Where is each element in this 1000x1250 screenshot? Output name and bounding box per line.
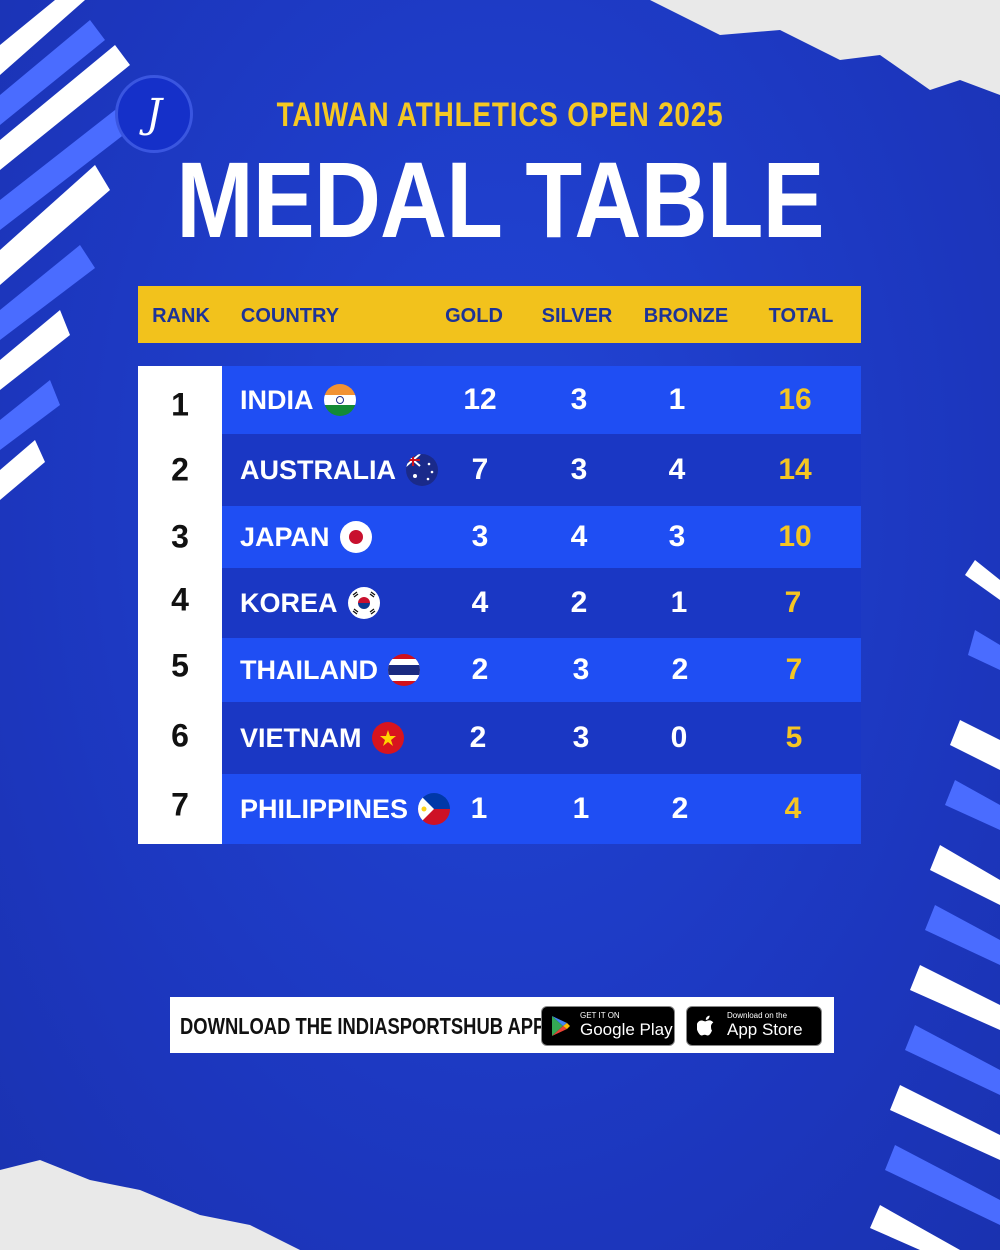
total-cell: 14	[778, 453, 812, 486]
country-cell: INDIA	[240, 384, 356, 416]
silver-cell: 3	[572, 721, 590, 754]
korea-flag-icon	[347, 587, 380, 619]
table-row	[222, 506, 861, 568]
rank-cell: 2	[171, 451, 189, 488]
column-header-rank: RANK	[152, 305, 210, 327]
country-cell: THAILAND	[240, 654, 420, 686]
australia-flag-icon	[406, 454, 438, 486]
gold-cell: 3	[471, 520, 489, 553]
silver-cell: 3	[572, 653, 590, 686]
total-cell: 16	[778, 383, 812, 416]
country-name: PHILIPPINES	[240, 793, 409, 824]
app-store-button[interactable]: Download on the App Store	[686, 1006, 822, 1046]
table-row	[222, 568, 861, 638]
country-cell: KOREA	[240, 587, 380, 619]
bronze-cell: 0	[670, 721, 688, 754]
country-cell: VIETNAM	[240, 722, 404, 754]
bronze-cell: 2	[671, 653, 689, 686]
india-flag-icon	[323, 384, 356, 416]
country-name: THAILAND	[240, 654, 378, 685]
country-name: INDIA	[240, 384, 314, 415]
rank-cell: 1	[171, 386, 189, 423]
country-name: KOREA	[240, 587, 338, 618]
silver-cell: 4	[570, 520, 588, 553]
vietnam-flag-icon	[371, 722, 404, 754]
table-row	[222, 638, 861, 702]
rank-cell: 5	[171, 647, 189, 684]
download-banner: DOWNLOAD THE INDIASPORTSHUB APP GET IT O…	[170, 997, 834, 1053]
google-play-icon	[552, 1016, 570, 1036]
bronze-cell: 2	[671, 792, 689, 825]
logo-letter: J	[145, 91, 163, 137]
column-header-silver: SILVER	[541, 305, 613, 327]
app-store-big-text: App Store	[727, 1020, 803, 1039]
bronze-cell: 1	[668, 383, 686, 416]
country-cell: AUSTRALIA	[240, 454, 438, 486]
country-name: AUSTRALIA	[240, 454, 396, 485]
rank-cell: 3	[171, 518, 189, 555]
bronze-cell: 4	[668, 453, 686, 486]
google-play-big-text: Google Play	[580, 1020, 673, 1039]
total-cell: 5	[785, 721, 803, 754]
thailand-flag-icon	[387, 654, 420, 686]
rank-cell: 7	[171, 786, 189, 823]
total-cell: 4	[784, 792, 802, 825]
gold-cell: 2	[469, 721, 487, 754]
rank-column	[138, 366, 222, 844]
country-name: JAPAN	[240, 521, 330, 552]
rank-cell: 4	[171, 581, 189, 618]
country-cell: JAPAN	[240, 521, 372, 553]
gold-cell: 1	[470, 792, 488, 825]
column-header-gold: GOLD	[445, 305, 503, 327]
gold-cell: 12	[463, 383, 497, 416]
event-subtitle: TAIWAN ATHLETICS OPEN 2025	[276, 96, 724, 134]
philippines-flag-icon	[418, 793, 451, 825]
country-cell: PHILIPPINES	[240, 793, 451, 825]
rank-cell: 6	[171, 717, 189, 754]
country-name: VIETNAM	[240, 722, 362, 753]
column-header-country: COUNTRY	[240, 305, 340, 327]
column-header-bronze: BRONZE	[643, 305, 729, 327]
app-store-small-text: Download on the	[727, 1011, 788, 1020]
japan-flag-icon	[339, 521, 372, 553]
google-play-button[interactable]: GET IT ON Google Play	[541, 1006, 675, 1046]
gold-cell: 2	[471, 653, 489, 686]
total-cell: 10	[778, 520, 812, 553]
table-row	[222, 702, 861, 774]
bronze-cell: 1	[670, 586, 688, 619]
gold-cell: 7	[471, 453, 489, 486]
brand-logo: J	[115, 75, 193, 153]
gold-cell: 4	[471, 586, 489, 619]
column-header-total: TOTAL	[768, 305, 834, 327]
google-play-small-text: GET IT ON	[580, 1011, 620, 1020]
bronze-cell: 3	[668, 520, 686, 553]
table-row	[222, 774, 861, 844]
table-row	[222, 434, 861, 506]
silver-cell: 2	[570, 586, 588, 619]
silver-cell: 3	[570, 453, 588, 486]
apple-icon	[697, 1015, 714, 1036]
page-title: MEDAL TABLE	[176, 139, 824, 260]
table-header: RANK COUNTRY GOLD SILVER BRONZE TOTAL	[138, 286, 861, 343]
total-cell: 7	[784, 586, 802, 619]
download-banner-text: DOWNLOAD THE INDIASPORTSHUB APP	[180, 1013, 546, 1039]
total-cell: 7	[785, 653, 803, 686]
silver-cell: 1	[572, 792, 590, 825]
silver-cell: 3	[570, 383, 588, 416]
